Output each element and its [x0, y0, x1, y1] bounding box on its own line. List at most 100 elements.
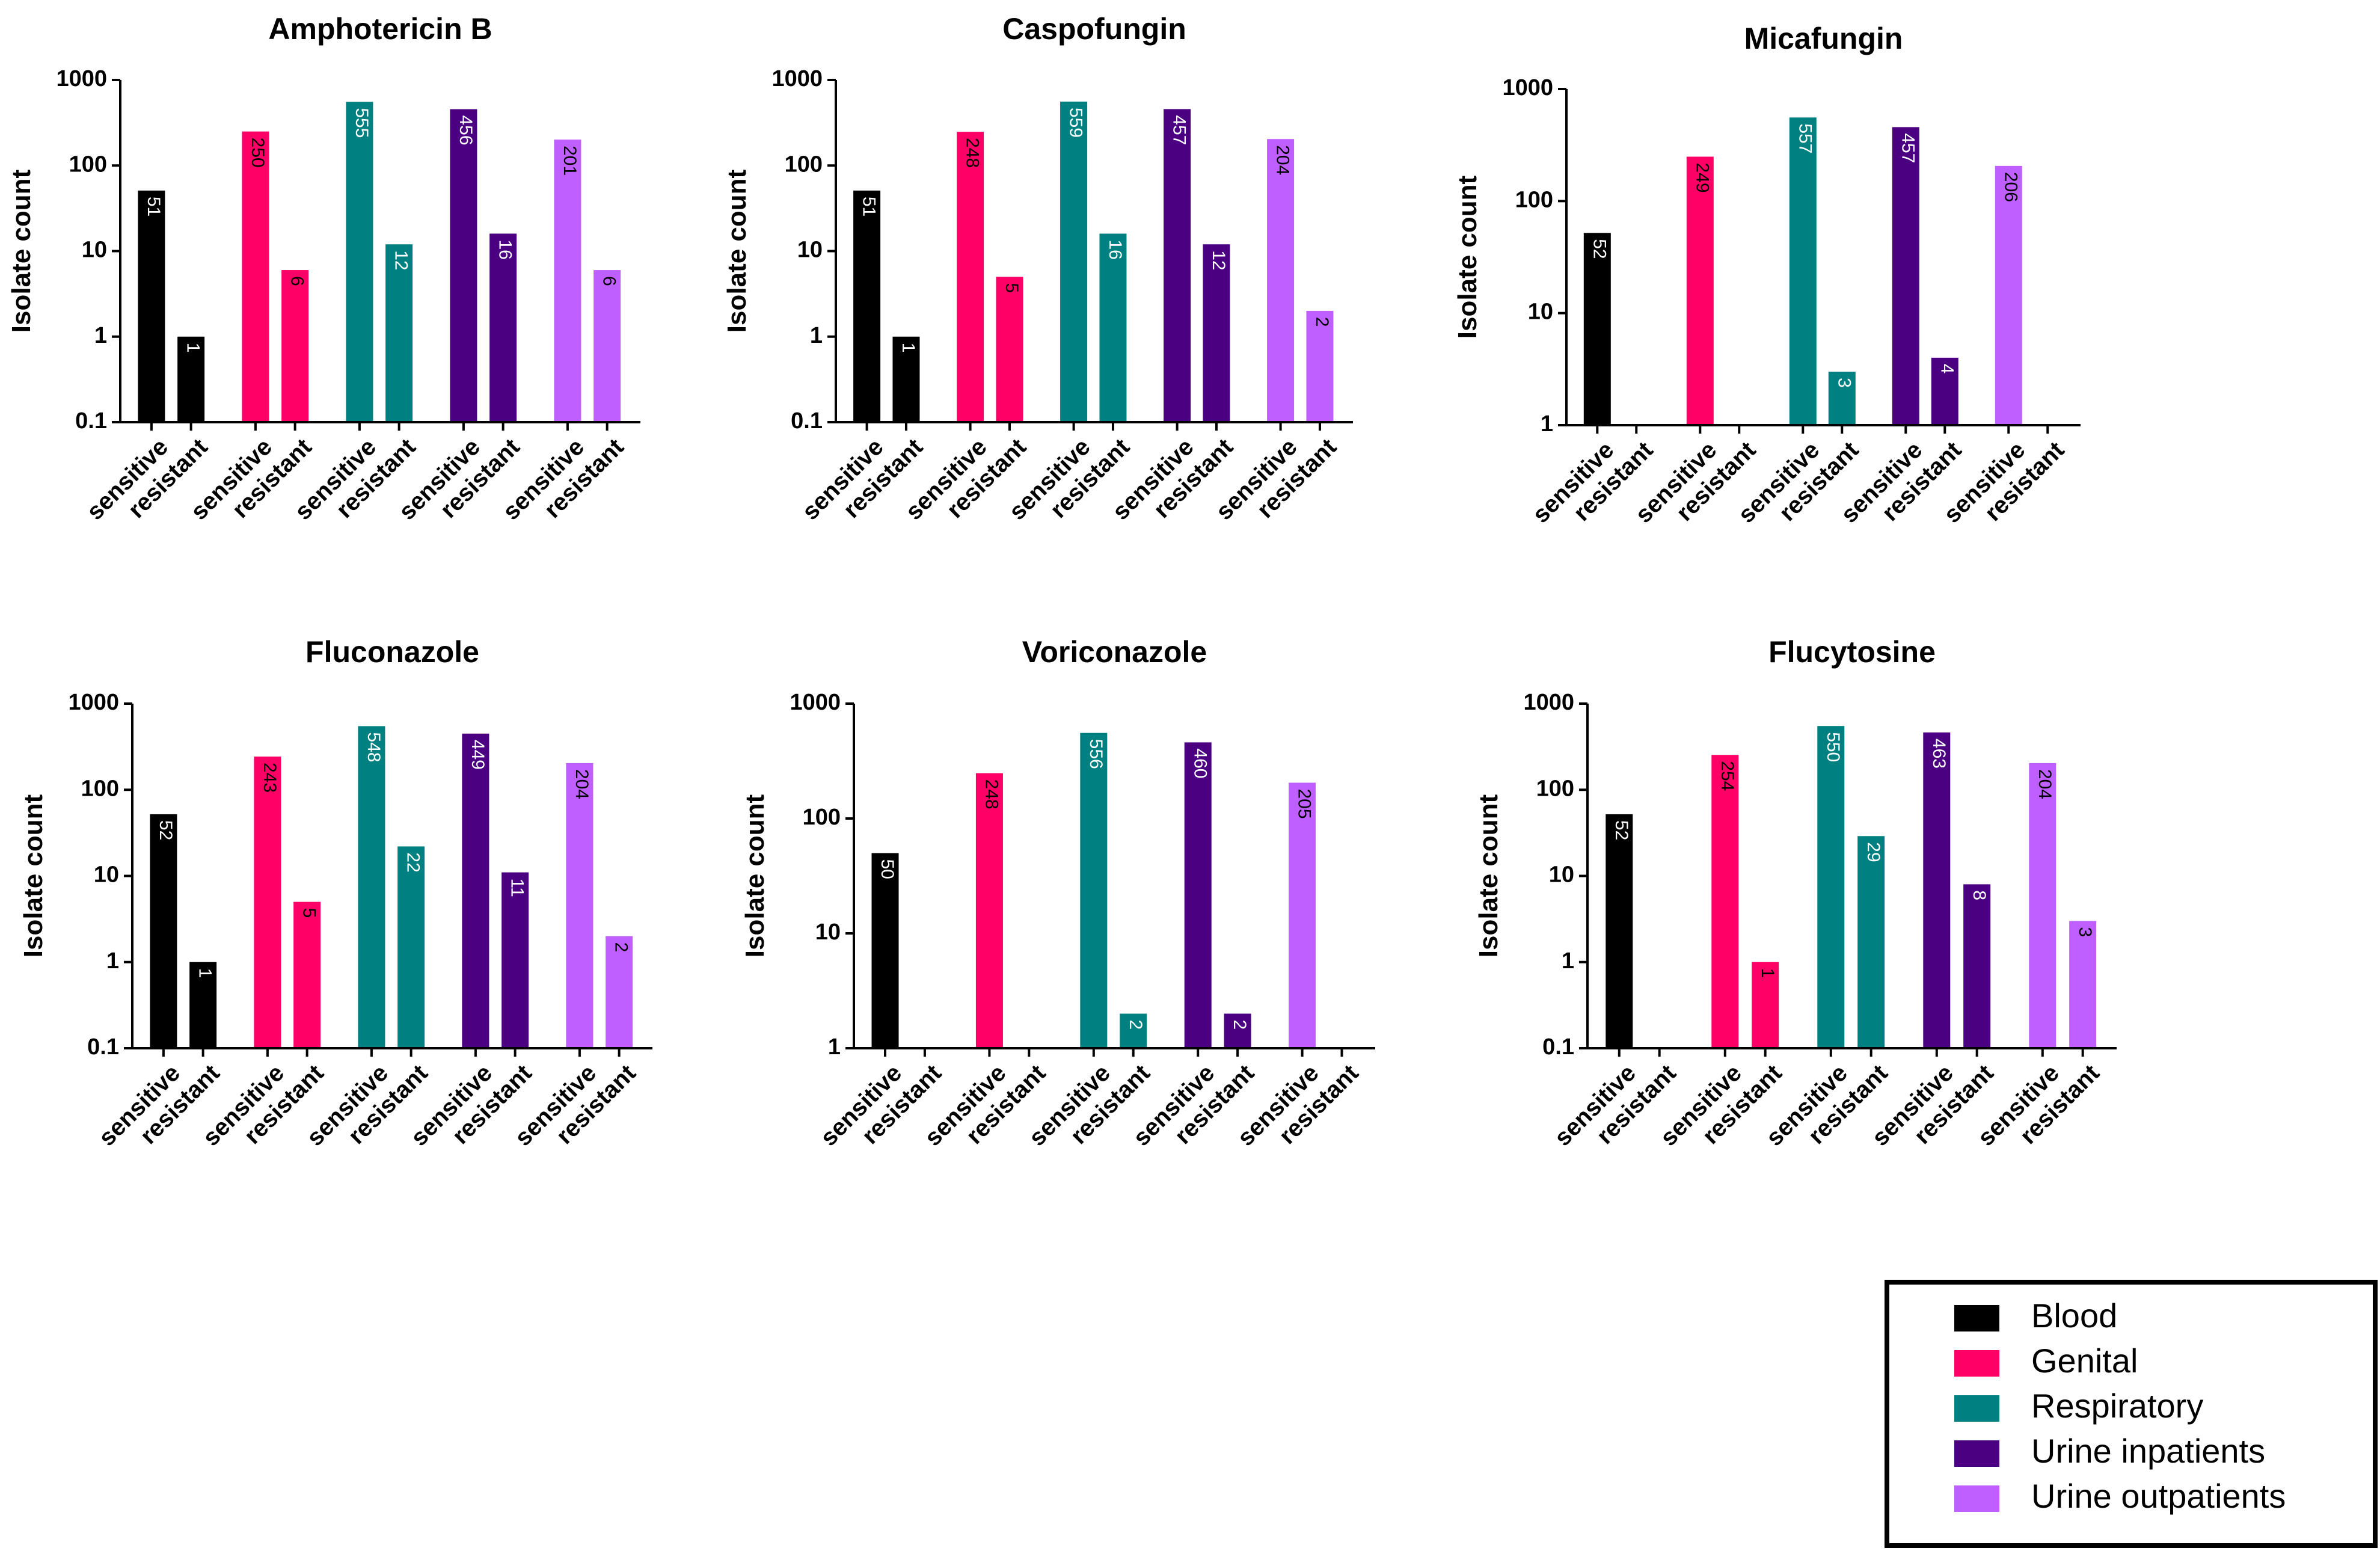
- data-label: 457: [1170, 115, 1189, 145]
- data-label: 50: [877, 859, 897, 879]
- data-label: 2: [1312, 317, 1332, 327]
- data-label: 550: [1823, 732, 1843, 762]
- bar-urine-inpatients-sensitive: [1923, 732, 1951, 1048]
- bar-urine-outpatients-sensitive: [2029, 763, 2056, 1048]
- bar-urine-inpatients-resistant: [489, 233, 517, 422]
- legend-swatch-urine-inpatients: [1954, 1440, 1999, 1467]
- y-tick-label: 1000: [1502, 75, 1553, 100]
- chart-flucytosine: Flucytosine Isolate count 52 254 1 550 29 463 8 2…: [1474, 635, 2117, 1151]
- bar-urine-inpatients-resistant: [1224, 1013, 1251, 1048]
- bar-respiratory-sensitive: [1789, 117, 1817, 425]
- bar-urine-inpatients-sensitive: [462, 733, 489, 1048]
- data-label: 5: [299, 908, 319, 918]
- bar-urine-inpatients-resistant: [1963, 884, 1991, 1048]
- bar-urine-outpatients-resistant: [1306, 310, 1334, 422]
- data-label: 559: [1066, 108, 1086, 138]
- bar-urine-inpatients-sensitive: [450, 109, 477, 422]
- y-tick-label: 10: [94, 862, 119, 888]
- bar-urine-outpatients-sensitive: [1995, 165, 2022, 425]
- bar-urine-inpatients-sensitive: [1184, 742, 1212, 1048]
- y-tick-label: 0.1: [791, 408, 823, 434]
- data-label: 52: [1612, 820, 1631, 840]
- data-label: 1: [1758, 968, 1777, 978]
- y-tick-label: 100: [1515, 187, 1553, 212]
- data-label: 52: [156, 820, 176, 840]
- bar-urine-inpatients-sensitive: [1164, 109, 1191, 422]
- y-tick-label: 1000: [1523, 690, 1574, 715]
- data-label: 463: [1929, 739, 1949, 769]
- y-tick-label: 1000: [790, 690, 841, 715]
- bar-genital-sensitive: [957, 132, 984, 422]
- y-tick-label: 0.1: [87, 1034, 119, 1060]
- bar-genital-resistant: [281, 270, 309, 422]
- legend-swatch-urine-outpatients: [1954, 1485, 1999, 1512]
- data-label: 51: [144, 197, 164, 217]
- bar-urine-outpatients-sensitive: [1289, 782, 1316, 1048]
- y-tick-label: 1000: [56, 66, 107, 91]
- bar-urine-inpatients-sensitive: [1892, 127, 1919, 425]
- legend-label-urine-outpatients: Urine outpatients: [2031, 1477, 2286, 1515]
- data-label: 457: [1898, 133, 1918, 163]
- y-tick-label: 1: [1562, 948, 1574, 974]
- bar-urine-inpatients-resistant: [501, 872, 529, 1048]
- bar-respiratory-sensitive: [1080, 733, 1108, 1048]
- y-tick-label: 1000: [68, 690, 119, 715]
- bar-respiratory-resistant: [385, 244, 413, 422]
- data-label: 2: [1126, 1020, 1146, 1030]
- chart-caspofungin: Caspofungin Isolate count 51 1 248 5 559 16 457 1…: [722, 12, 1353, 525]
- bar-urine-inpatients-resistant: [1203, 244, 1230, 422]
- data-label: 6: [600, 276, 619, 286]
- y-tick-label: 100: [1536, 776, 1574, 801]
- data-label: 5: [1002, 283, 1022, 293]
- chart-title: Fluconazole: [305, 635, 479, 669]
- y-axis-label: Isolate count: [1453, 175, 1482, 339]
- data-label: 243: [260, 763, 280, 793]
- data-label: 2: [1230, 1020, 1250, 1030]
- y-axis-label: Isolate count: [1474, 794, 1503, 957]
- bar-respiratory-resistant: [1120, 1013, 1147, 1048]
- bar-genital-resistant: [1752, 962, 1779, 1048]
- bar-respiratory-sensitive: [1817, 726, 1845, 1048]
- y-tick-label: 1000: [771, 66, 823, 91]
- data-label: 248: [981, 779, 1001, 809]
- bar-respiratory-resistant: [397, 846, 425, 1048]
- data-label: 204: [572, 769, 592, 799]
- data-label: 205: [1295, 788, 1314, 818]
- y-tick-label: 100: [81, 776, 119, 801]
- bar-respiratory-resistant: [1828, 372, 1856, 425]
- legend-swatch-blood: [1954, 1305, 1999, 1331]
- data-label: 254: [1717, 761, 1737, 791]
- y-tick-label: 100: [785, 152, 823, 177]
- legend: Blood Genital Respiratory Urine inpatients U…: [1885, 1280, 2378, 1548]
- bar-blood-sensitive: [150, 814, 177, 1048]
- bar-urine-inpatients-resistant: [1931, 357, 1958, 425]
- data-label: 29: [1863, 842, 1883, 862]
- bar-respiratory-sensitive: [346, 102, 373, 422]
- legend-swatch-genital: [1954, 1350, 1999, 1377]
- y-tick-label: 100: [803, 805, 841, 830]
- data-label: 6: [287, 276, 307, 286]
- chart-voriconazole: Voriconazole Isolate count 50 248 556 2 460 2 20…: [740, 635, 1375, 1151]
- y-tick-label: 10: [1549, 862, 1574, 888]
- y-tick-label: 1: [828, 1034, 841, 1060]
- data-label: 11: [508, 879, 527, 897]
- y-tick-label: 100: [69, 152, 107, 177]
- bar-blood-sensitive: [871, 853, 899, 1048]
- data-label: 2: [612, 942, 631, 953]
- legend-label-urine-inpatients: Urine inpatients: [2031, 1432, 2265, 1470]
- data-label: 22: [403, 852, 423, 872]
- bar-respiratory-sensitive: [358, 726, 385, 1048]
- bar-blood-sensitive: [1606, 814, 1633, 1048]
- legend-label-respiratory: Respiratory: [2031, 1387, 2203, 1425]
- data-label: 3: [2075, 927, 2095, 937]
- bar-urine-outpatients-sensitive: [1267, 139, 1295, 422]
- data-label: 548: [364, 732, 384, 762]
- data-label: 556: [1086, 739, 1106, 769]
- y-tick-label: 1: [1541, 411, 1553, 437]
- chart-amphotericin-b: Amphotericin B Isolate count 51 1 250 6 555 12 4…: [7, 12, 640, 525]
- bar-urine-outpatients-resistant: [593, 270, 621, 422]
- bar-urine-outpatients-resistant: [2069, 921, 2097, 1048]
- y-tick-label: 10: [815, 920, 841, 945]
- data-label: 1: [183, 343, 203, 353]
